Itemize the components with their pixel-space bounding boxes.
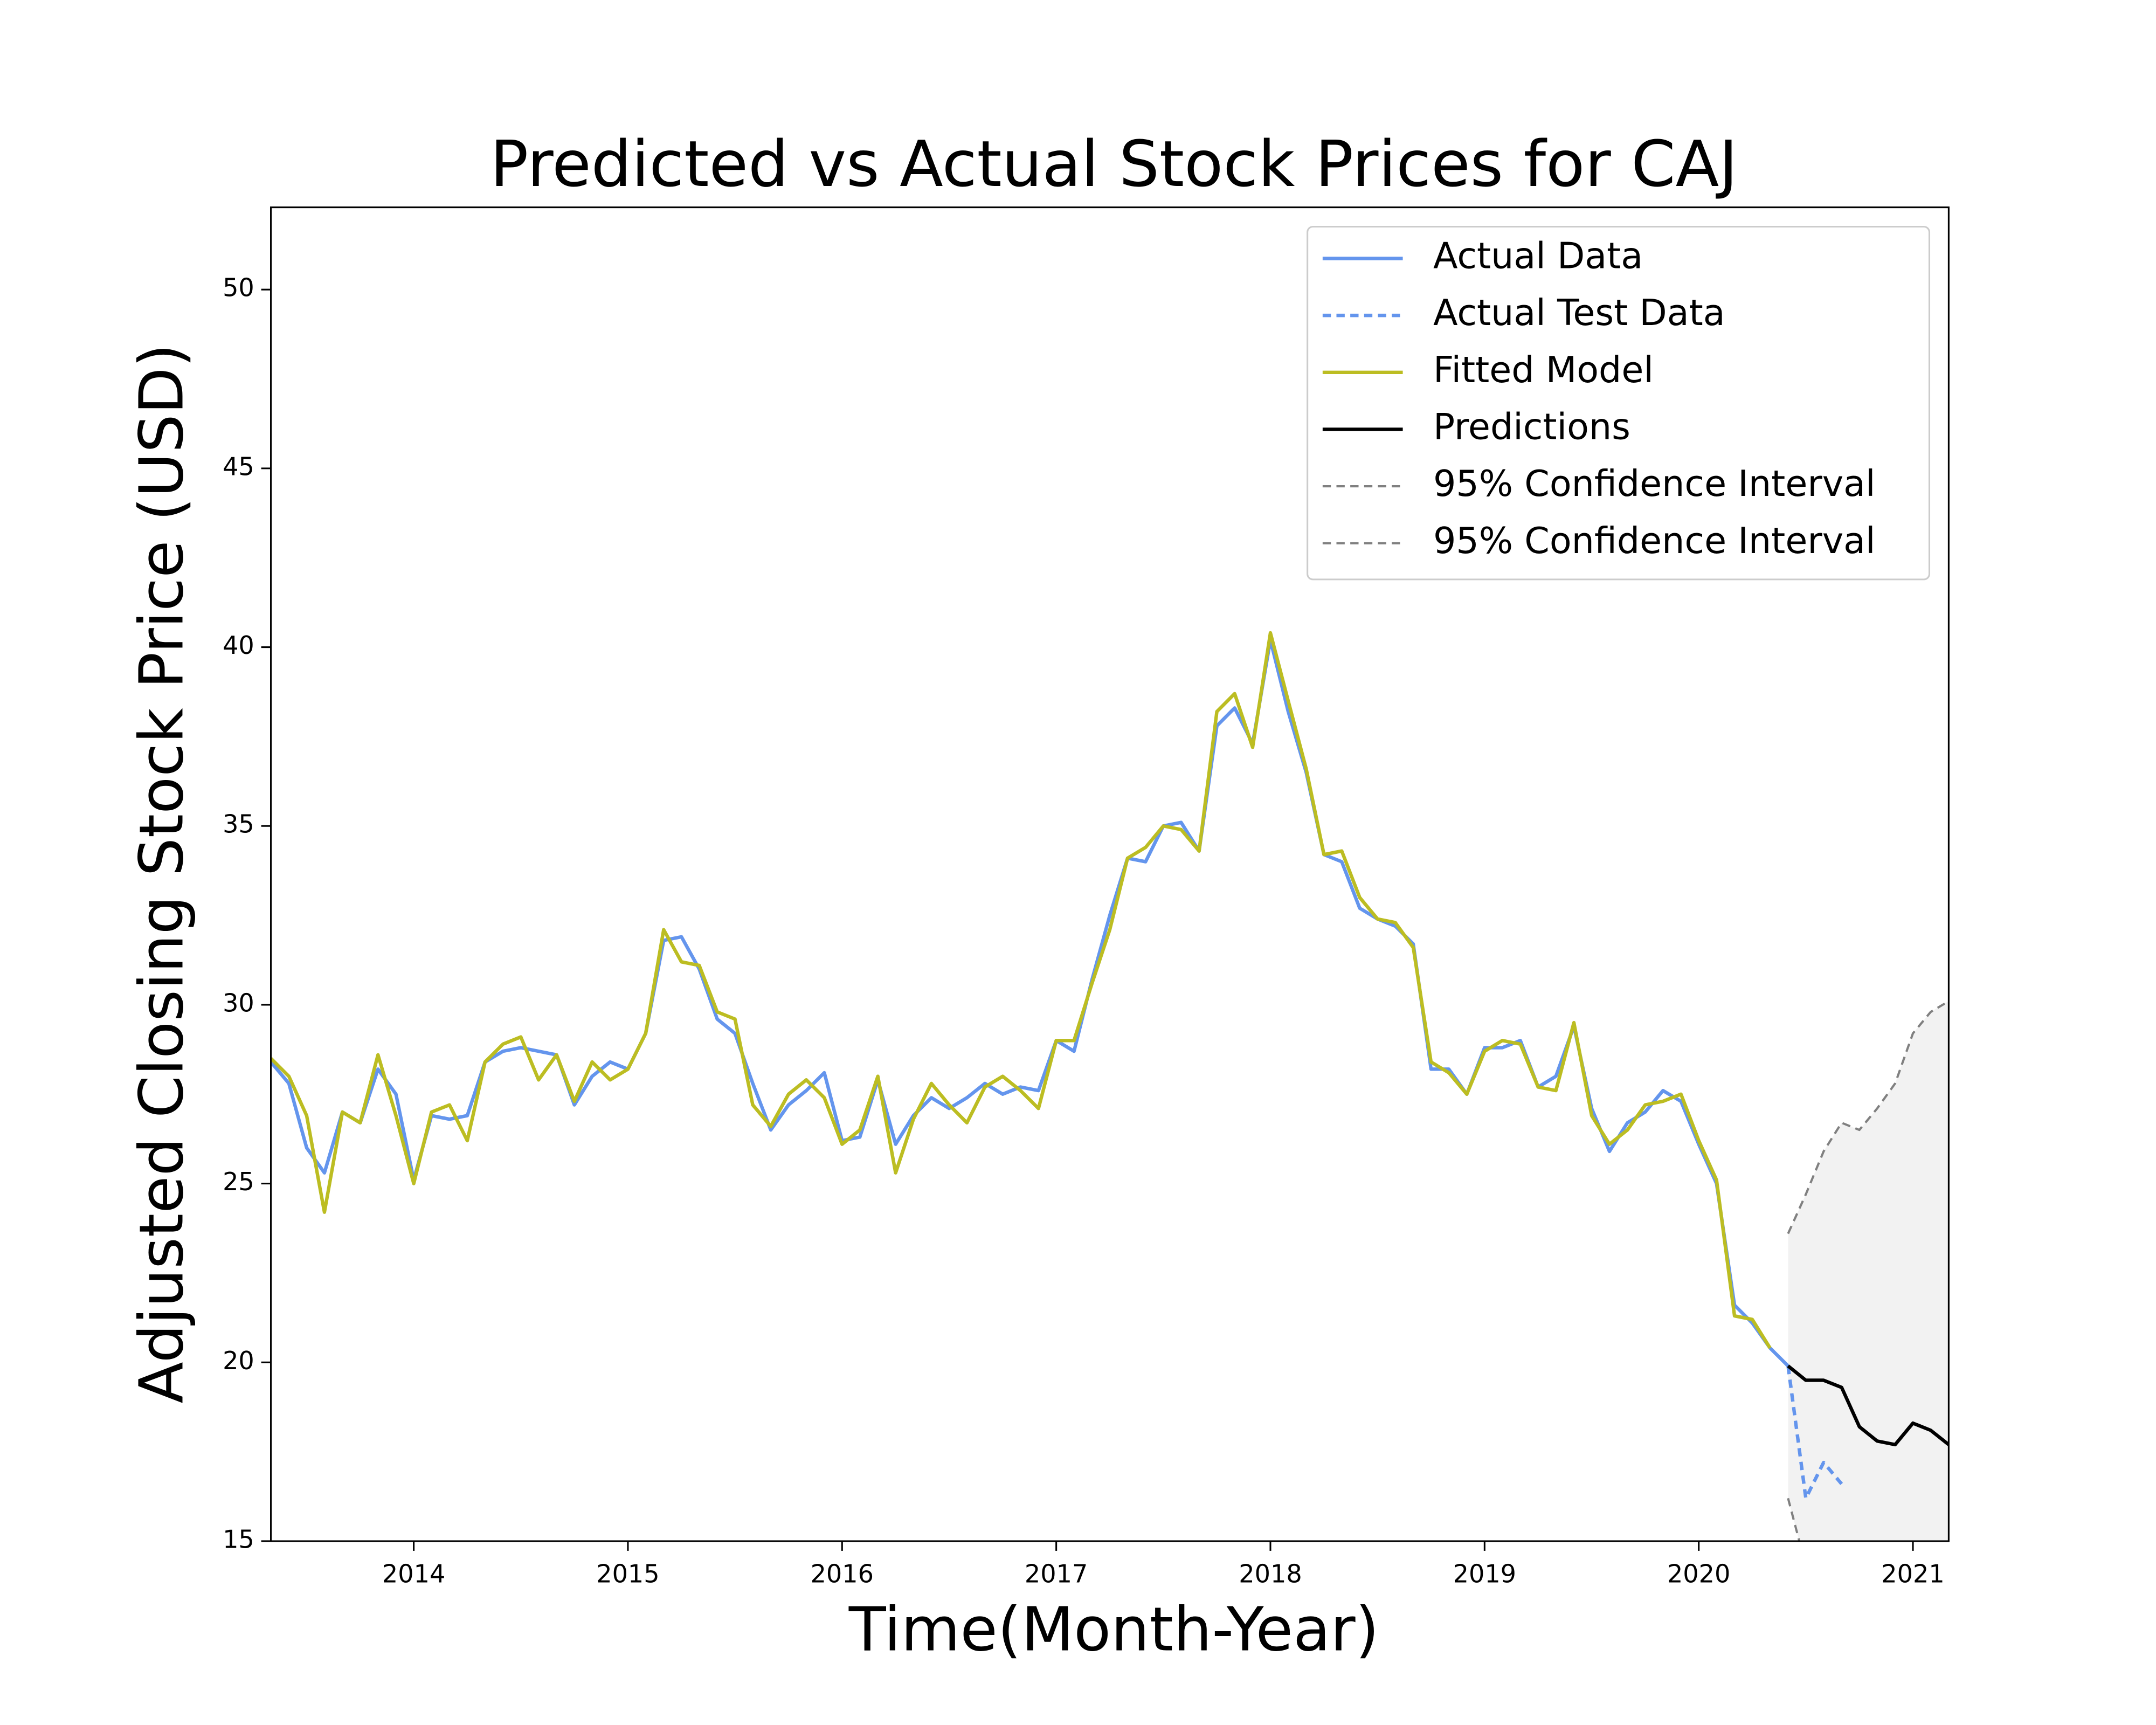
x-tick-label: 2021 [1881,1560,1944,1589]
series-line [1786,1365,1843,1500]
y-tick-label: 40 [223,631,254,660]
legend-box [1307,225,1931,581]
y-tick-label: 30 [223,988,254,1017]
legend-label: 95% Confidence Interval [1433,463,1876,505]
x-tick-label: 2020 [1667,1560,1730,1589]
plot-area [271,631,1949,1541]
axes-frame [270,206,1950,1542]
series-line [271,631,1772,1349]
y-tick-label: 45 [223,452,254,481]
chart-title: Predicted vs Actual Stock Prices for CAJ [490,127,1738,201]
series-line [1787,1000,1949,1234]
series-line [1787,1364,1949,1447]
y-tick-label: 20 [223,1346,254,1375]
x-axis-label: Time(Month-Year) [848,1594,1379,1665]
legend-label: Actual Data [1433,235,1643,277]
y-tick-label: 35 [223,810,254,839]
series-line [271,638,1789,1368]
x-tick-label: 2019 [1453,1560,1516,1589]
x-tick-label: 2014 [382,1560,445,1589]
x-tick-label: 2017 [1025,1560,1088,1589]
legend-label: Actual Test Data [1433,292,1725,334]
y-axis-label: Adjusted Closing Stock Price (USD) [126,344,197,1404]
confidence-band [1788,1001,1949,1541]
y-tick-label: 15 [223,1524,254,1554]
legend-label: Predictions [1433,405,1630,447]
y-tick-label: 50 [223,273,254,302]
y-tick-label: 25 [223,1167,254,1196]
legend-label: 95% Confidence Interval [1433,520,1876,562]
legend-label: Fitted Model [1433,349,1654,391]
x-tick-label: 2016 [811,1560,874,1589]
x-tick-label: 2018 [1239,1560,1302,1589]
x-tick-label: 2015 [596,1560,659,1589]
